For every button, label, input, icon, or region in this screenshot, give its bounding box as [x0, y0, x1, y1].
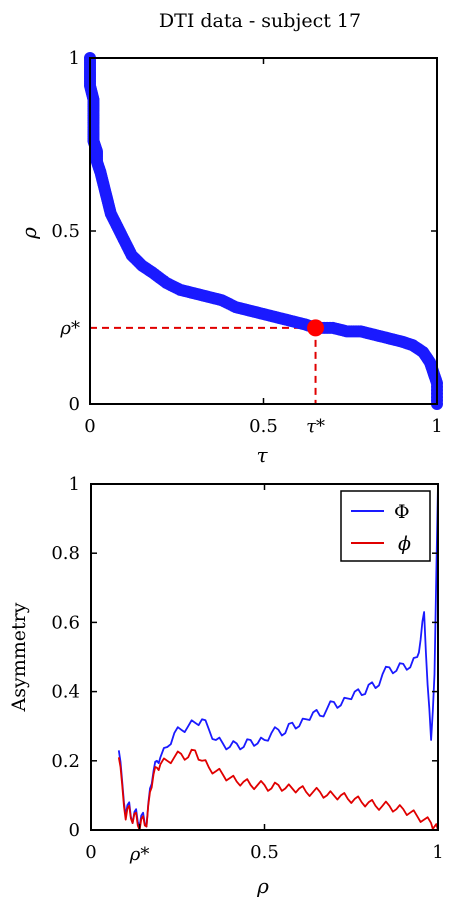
bottom-y-tick-label: 0.8 — [51, 543, 80, 564]
bottom-series-phi-upper-line — [117, 483, 439, 828]
figure-title: DTI data - subject 17 — [159, 10, 361, 32]
top-x-tick-label: 1 — [431, 416, 442, 437]
bottom-plot-area — [117, 483, 439, 831]
bottom-ticks: 0 0.5 1 ρ* 0 0.2 0.4 0.6 0.8 1 — [51, 474, 443, 865]
top-y-tick-label: 0 — [69, 394, 80, 415]
legend-box — [340, 490, 431, 562]
top-y-axis-label: ρ — [17, 227, 41, 240]
top-y-tick-label: 0.5 — [51, 221, 80, 242]
top-ticks: 0 0.5 1 0 0.5 1 τ* ρ* — [51, 48, 442, 437]
top-y-tick-label: 1 — [69, 48, 80, 69]
bottom-y-axis-label: Asymmetry — [8, 602, 30, 712]
bottom-y-tick-label: 0.6 — [51, 612, 80, 633]
top-panel: 0 0.5 1 0 0.5 1 τ* ρ* τ ρ — [17, 48, 443, 467]
bottom-series-phi-lower-line — [117, 748, 439, 831]
bottom-x-tick-label: 0.5 — [250, 842, 279, 863]
top-x-tick-label: 0.5 — [249, 416, 278, 437]
bottom-x-tick-label: 0 — [85, 842, 96, 863]
legend: Φ ϕ — [340, 490, 431, 562]
bottom-y-tick-label: 1 — [69, 474, 80, 495]
legend-label-phi-upper: Φ — [394, 501, 410, 523]
top-x-tick-label: 0 — [84, 416, 95, 437]
top-x-axis-label: τ — [256, 443, 268, 467]
bottom-panel: 0 0.5 1 ρ* 0 0.2 0.4 0.6 0.8 1 ρ Asymmetry Φ ϕ — [8, 474, 444, 898]
top-plot-area — [84, 52, 443, 410]
top-x-special-tick-label: τ* — [306, 416, 325, 437]
top-special-point — [307, 319, 325, 337]
bottom-x-axis-label: ρ — [256, 874, 269, 898]
bottom-y-tick-label: 0.2 — [51, 751, 80, 772]
top-y-special-tick-label: ρ* — [59, 318, 80, 339]
bottom-x-tick-label: 1 — [432, 842, 443, 863]
legend-label-phi-lower: ϕ — [398, 533, 411, 555]
bottom-y-tick-label: 0.4 — [51, 682, 80, 703]
bottom-y-tick-label: 0 — [69, 820, 80, 841]
top-plot-frame — [89, 57, 438, 405]
bottom-x-special-tick-label: ρ* — [129, 844, 150, 865]
